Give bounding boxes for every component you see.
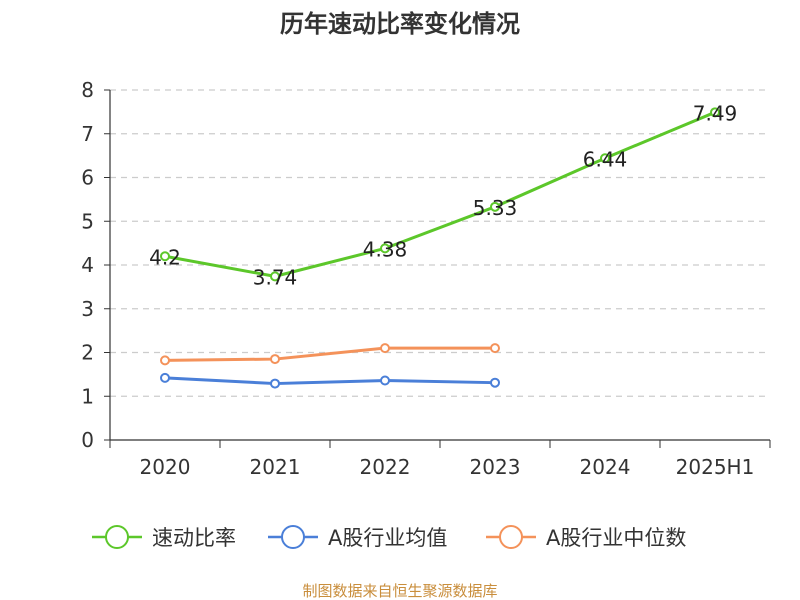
chart-title: 历年速动比率变化情况 <box>280 10 520 38</box>
y-tick-label: 4 <box>81 253 94 277</box>
legend-marker-icon <box>105 525 129 549</box>
data-labels: 4.2 3.74 4.38 5.33 6.44 7.49 <box>149 101 737 289</box>
y-tick-label: 8 <box>81 78 94 102</box>
data-point <box>710 107 720 118</box>
data-point <box>270 271 280 282</box>
data-label: 5.33 <box>473 196 518 220</box>
y-tick-label: 3 <box>81 297 94 321</box>
legend-label: 速动比率 <box>152 526 236 550</box>
data-point <box>490 343 500 354</box>
data-point <box>160 372 170 383</box>
legend-item-0[interactable]: 速动比率 <box>92 525 236 550</box>
data-point <box>160 251 170 262</box>
data-point <box>380 375 390 386</box>
data-label: 4.2 <box>149 245 181 269</box>
y-tick-label: 2 <box>81 341 94 365</box>
series-line <box>164 376 496 386</box>
data-label: 3.74 <box>253 265 298 289</box>
data-point <box>160 355 170 366</box>
y-tick-label: 6 <box>81 166 94 190</box>
legend-label: A股行业中位数 <box>546 526 686 550</box>
series-line <box>164 110 716 278</box>
data-point <box>600 153 610 164</box>
x-tick-label: 2024 <box>580 455 631 479</box>
data-label: 7.49 <box>693 101 738 125</box>
x-tick-label: 2020 <box>140 455 191 479</box>
legend-marker-icon <box>281 525 305 549</box>
legend-item-2[interactable]: A股行业中位数 <box>486 525 686 550</box>
data-point <box>270 378 280 389</box>
legend-marker-icon <box>499 525 523 549</box>
y-tick-label: 1 <box>81 384 94 408</box>
x-tick-label: 2022 <box>360 455 411 479</box>
grid-lines <box>110 89 770 397</box>
data-point <box>490 201 500 212</box>
series-1 <box>160 372 500 389</box>
data-point <box>490 377 500 388</box>
data-label: 4.38 <box>363 237 408 261</box>
source-note: 制图数据来自恒生聚源数据库 <box>302 582 497 600</box>
y-tick-label: 0 <box>81 428 94 452</box>
legend-item-1[interactable]: A股行业均值 <box>268 525 447 550</box>
series-2 <box>160 343 500 366</box>
series-line <box>164 346 495 362</box>
series-layer <box>160 107 720 389</box>
legend[interactable]: 速动比率 A股行业均值 A股行业中位数 <box>92 525 686 550</box>
y-tick-label: 7 <box>81 122 94 146</box>
data-point <box>380 343 390 354</box>
x-tick-label: 2025H1 <box>676 455 755 479</box>
data-point <box>380 243 390 254</box>
series-0 <box>160 107 720 282</box>
axes: 0 1 2 3 4 5 6 7 8 2020 2021 2022 2023 2024 2025H1 <box>81 78 771 479</box>
x-tick-label: 2023 <box>470 455 521 479</box>
y-tick-label: 5 <box>81 209 94 233</box>
legend-label: A股行业均值 <box>328 526 447 550</box>
x-tick-label: 2021 <box>250 455 301 479</box>
data-point <box>270 354 280 365</box>
data-label: 6.44 <box>583 147 628 171</box>
